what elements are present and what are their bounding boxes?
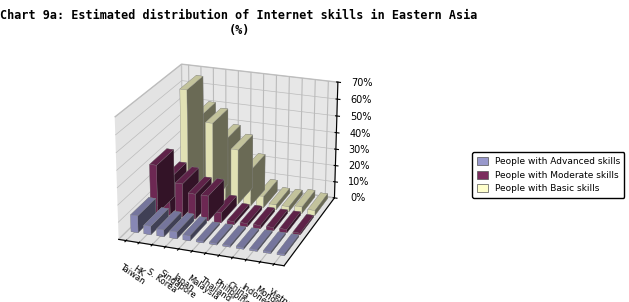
Text: Chart 9a: Estimated distribution of Internet skills in Eastern Asia
(%): Chart 9a: Estimated distribution of Inte… (1, 9, 477, 37)
Legend: People with Advanced skills, People with Moderate skills, People with Basic skil: People with Advanced skills, People with… (472, 153, 625, 198)
